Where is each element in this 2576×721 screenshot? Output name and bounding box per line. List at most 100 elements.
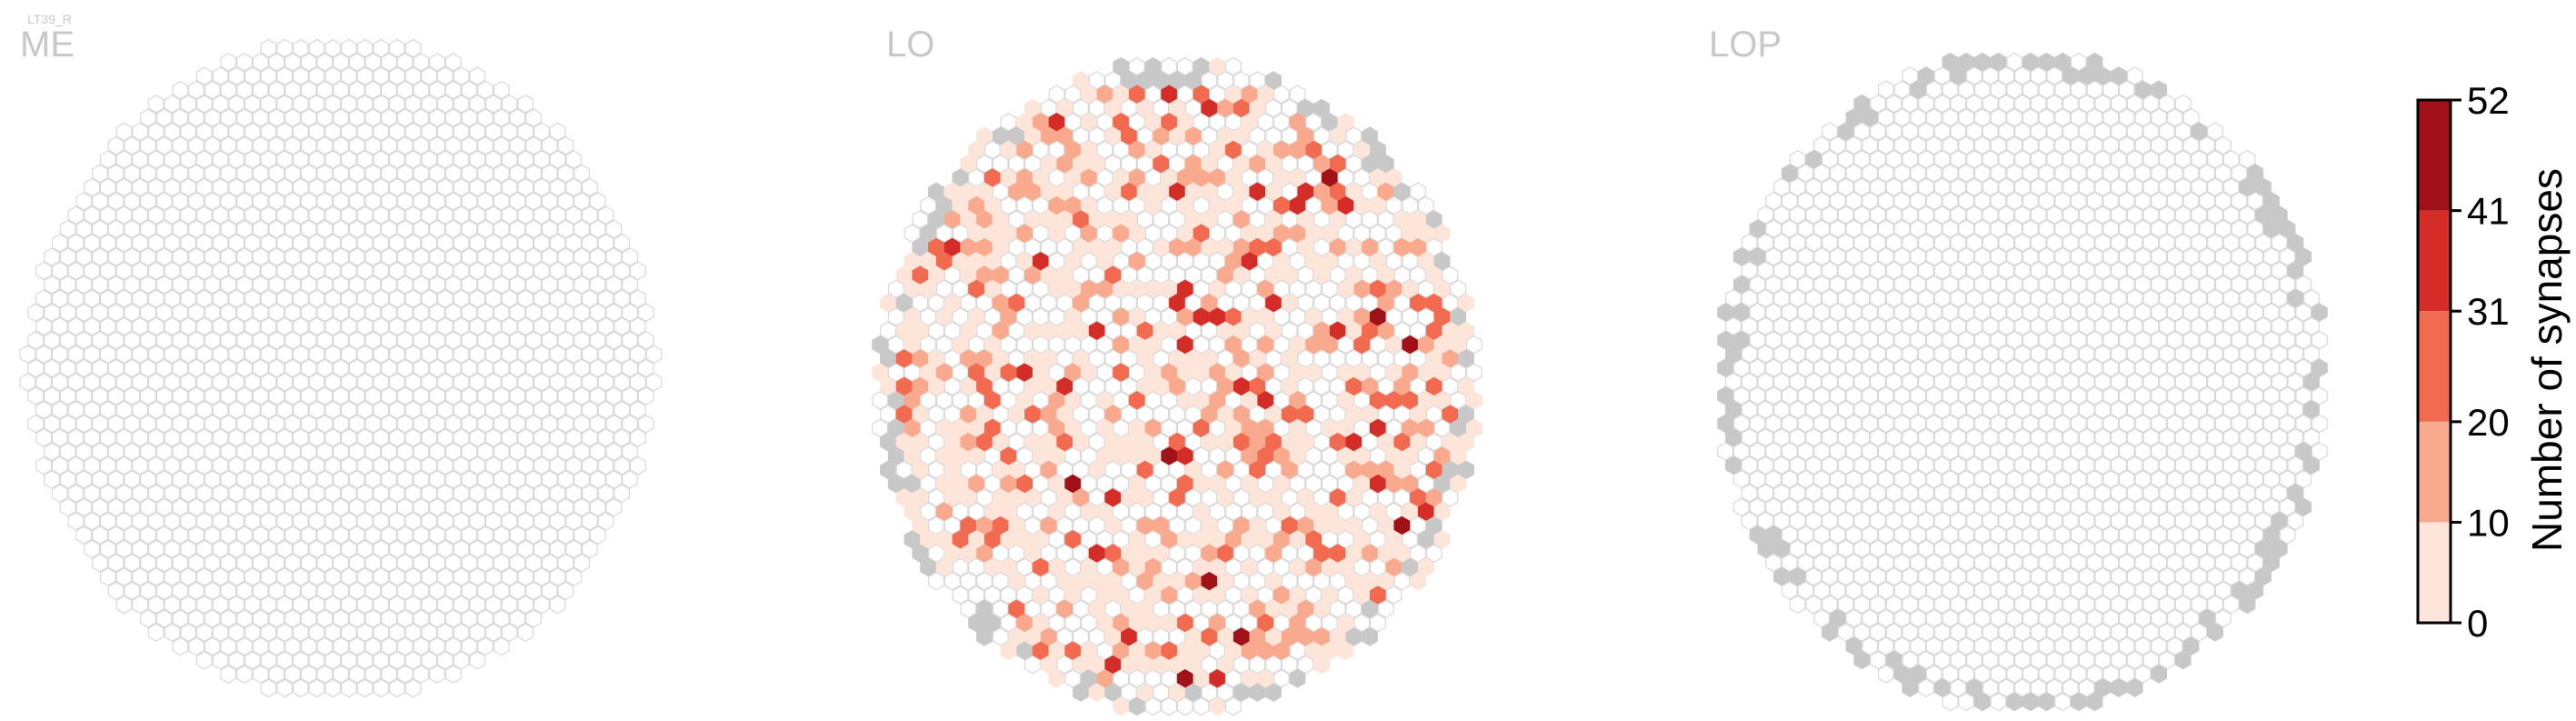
hex-column [1885, 177, 1902, 197]
hex-column [1000, 113, 1017, 132]
hex-column [1008, 265, 1025, 285]
hex-column [2022, 442, 2039, 461]
hex-column [236, 53, 253, 72]
hex-column [1870, 372, 1886, 392]
hex-column [992, 182, 1009, 202]
hex-column [1184, 571, 1202, 591]
hex-column [164, 539, 181, 559]
hex-column [1289, 224, 1306, 243]
hex-column [260, 651, 277, 670]
hex-column [2295, 330, 2312, 350]
hex-column [944, 237, 961, 257]
hex-column [1433, 363, 1451, 382]
hex-column [976, 210, 993, 229]
hex-column [1088, 126, 1105, 145]
hex-column [1184, 405, 1202, 424]
hex-column [477, 526, 494, 545]
hex-column [912, 544, 929, 563]
hex-column [1902, 205, 1919, 225]
hex-column [236, 470, 253, 489]
hex-column [436, 595, 454, 615]
hex-column [952, 224, 969, 243]
hex-column [2191, 400, 2208, 419]
hex-column [1128, 446, 1145, 466]
hex-column [1337, 530, 1354, 549]
hex-column [276, 38, 294, 58]
hex-column [1096, 391, 1113, 410]
hex-column [1128, 391, 1145, 410]
hex-column [461, 275, 478, 295]
hex-column [2006, 191, 2023, 211]
hex-column [1990, 219, 2007, 238]
hex-column [2126, 678, 2143, 697]
hex-column [2126, 122, 2143, 141]
hex-column [1064, 641, 1082, 660]
hex-column [1822, 149, 1838, 169]
hex-column [388, 484, 405, 503]
hex-column [2159, 427, 2175, 447]
hex-column [1732, 330, 1750, 350]
hex-column [1741, 233, 1758, 253]
hex-column [1121, 655, 1137, 675]
hex-column [1958, 191, 1975, 211]
hex-column [880, 432, 896, 452]
hex-column [2191, 484, 2208, 503]
hex-column [75, 247, 93, 266]
hex-column [373, 456, 390, 476]
hex-column [1893, 608, 1911, 628]
hex-column [147, 400, 165, 420]
hex-column [300, 108, 317, 127]
hex-column [1813, 135, 1831, 155]
hex-column [1080, 140, 1097, 160]
hex-column [1249, 432, 1266, 452]
hex-column [493, 414, 510, 434]
hex-column [517, 122, 534, 142]
hex-column [1893, 191, 1911, 211]
hex-column [67, 289, 85, 308]
hex-column [549, 122, 566, 142]
hex-column [244, 539, 261, 559]
hex-column [1056, 126, 1073, 145]
hex-column [1732, 414, 1750, 434]
hex-column [333, 108, 349, 127]
hex-column [2174, 372, 2192, 392]
hex-column [1136, 349, 1153, 368]
hex-column [1918, 316, 1934, 336]
hex-column [1353, 613, 1371, 633]
hex-column [2030, 372, 2047, 392]
hex-column [228, 95, 245, 114]
hex-column [895, 405, 913, 424]
hex-column [316, 581, 334, 601]
hex-column [180, 177, 197, 197]
hex-column [1942, 608, 1959, 628]
hex-column [1966, 316, 1982, 336]
hex-column [333, 303, 349, 323]
hex-column [1249, 321, 1266, 341]
hex-column [260, 595, 277, 615]
hex-column [1032, 446, 1049, 466]
hex-column [1048, 252, 1065, 271]
hex-column [333, 581, 349, 601]
hex-column [1822, 261, 1838, 280]
hex-column [2102, 135, 2120, 155]
hex-column [155, 526, 173, 545]
hex-column [895, 293, 913, 313]
hex-column [381, 497, 397, 517]
hex-column [228, 234, 245, 253]
hex-column [461, 497, 478, 517]
hex-column [1008, 293, 1025, 313]
hex-column [1249, 599, 1266, 619]
hex-column [364, 80, 382, 100]
hex-column [1893, 303, 1911, 322]
hex-column [404, 623, 422, 642]
hex-column [1845, 303, 1862, 322]
hex-column [968, 195, 985, 215]
hex-column [2247, 358, 2264, 377]
hex-column [2239, 484, 2256, 503]
hex-column [1073, 154, 1089, 174]
hex-column [308, 234, 325, 253]
hex-column [1870, 288, 1886, 308]
hex-column [960, 516, 977, 536]
hex-column [2118, 581, 2135, 600]
hex-column [1910, 497, 1927, 516]
